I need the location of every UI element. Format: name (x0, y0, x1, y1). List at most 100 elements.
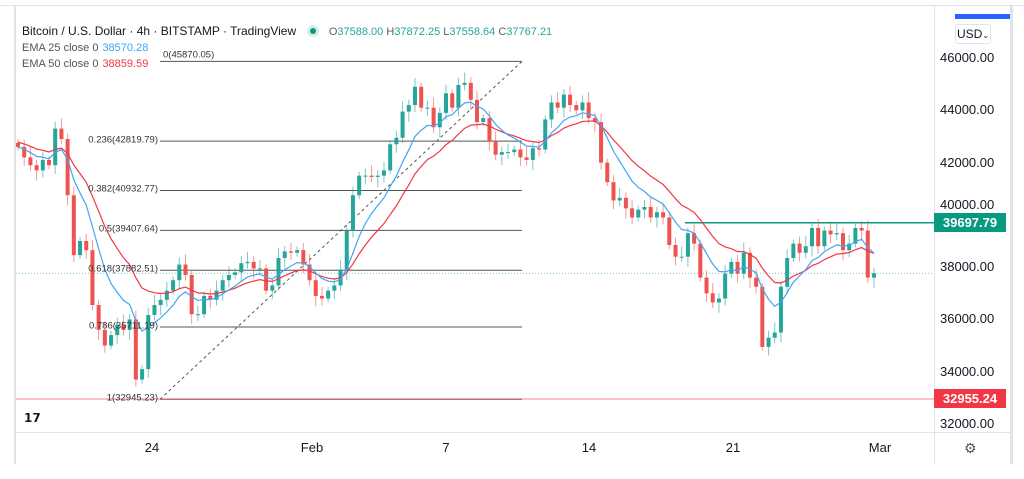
candle-body (524, 157, 529, 160)
candle-body (313, 280, 318, 296)
candle-body (40, 159, 45, 171)
time-tick: 21 (725, 440, 741, 455)
candle-body (28, 157, 33, 166)
candle-body (301, 250, 306, 265)
time-tick: Feb (300, 440, 324, 455)
candle-body (109, 335, 114, 346)
candle-body (648, 207, 653, 218)
candle-body (363, 175, 368, 177)
candle-body (468, 82, 473, 100)
candle-body (654, 212, 659, 218)
fib-level-label: 0.5(39407.64) (98, 223, 158, 235)
candle-body (803, 246, 808, 253)
candle-body (816, 227, 821, 247)
candle-body (679, 256, 684, 258)
candle-body (239, 263, 244, 273)
candle-body (400, 111, 405, 138)
candle-body (723, 273, 728, 299)
candle-body (102, 329, 107, 346)
open-label: O (328, 26, 338, 38)
ema50-legend[interactable]: EMA 50 close 0 38859.59 (22, 58, 148, 70)
candle-body (202, 295, 207, 315)
gear-icon[interactable]: ⚙ (964, 440, 977, 456)
candle-body (16, 142, 20, 147)
candle-body (617, 197, 622, 201)
candle-body (444, 93, 448, 113)
candle-body (754, 277, 759, 287)
candle-body (630, 208, 635, 218)
candle-body (611, 182, 616, 201)
candle-body (853, 227, 858, 244)
candle-body (530, 148, 535, 160)
candle-body (568, 94, 573, 106)
candle-body (394, 137, 399, 145)
candle-body (704, 277, 709, 294)
candle-body (493, 141, 498, 155)
candle-body (592, 118, 597, 123)
candle-body (605, 162, 610, 183)
top-strip (0, 0, 1024, 6)
candle-body (158, 299, 163, 306)
candle-body (735, 261, 740, 274)
currency-select[interactable]: USD⌄ (955, 24, 991, 44)
candle-body (667, 217, 672, 245)
ema25-line (17, 101, 875, 332)
candle-body (847, 243, 852, 251)
candle-body (518, 149, 523, 158)
candle-body (183, 264, 188, 275)
close-label: C (498, 26, 507, 38)
candle-body (257, 268, 262, 270)
candle-body (245, 261, 250, 264)
candle-body (251, 261, 256, 269)
candle-body (456, 84, 461, 108)
interval: 4h (136, 24, 151, 38)
candle-body (233, 272, 238, 275)
candle-body (574, 105, 579, 111)
candle-body (636, 209, 641, 218)
candle-body (822, 230, 827, 247)
fib-level-label: 1(32945.23) (106, 392, 158, 404)
open-value: 37588.00 (337, 26, 384, 38)
time-tick: 7 (442, 440, 450, 455)
ema25-legend[interactable]: EMA 25 close 0 38570.28 (22, 42, 148, 54)
candle-body (437, 112, 442, 128)
fib-trend-line (159, 61, 523, 400)
candle-body (65, 139, 70, 196)
fib-level-label: 0.786(35711.19) (88, 320, 158, 332)
candle-body (71, 195, 76, 256)
candle-body (381, 170, 386, 176)
candle-body (859, 227, 864, 231)
price-tick: 38000.00 (940, 259, 995, 275)
price-tick: 36000.00 (940, 311, 995, 327)
candle-body (512, 149, 517, 153)
candle-body (146, 314, 151, 370)
candle-body (431, 107, 436, 128)
candle-body (177, 264, 182, 281)
candle-body (499, 152, 504, 155)
candle-body (481, 118, 486, 123)
time-axis-border (16, 432, 1010, 433)
candle-body (642, 207, 647, 210)
candle-body (698, 243, 703, 278)
tradingview-logo[interactable]: 𝟭𝟳 (24, 411, 41, 425)
low-label: L (443, 26, 450, 38)
candle-body (741, 252, 746, 274)
price-tick: 44000.00 (940, 102, 995, 118)
support-price-badge: 32955.24 (934, 389, 1006, 409)
candle-body (59, 128, 64, 140)
candle-body (53, 128, 58, 166)
price-tick: 42000.00 (940, 154, 995, 170)
candle-body (450, 93, 455, 108)
symbol-legend[interactable]: Bitcoin / U.S. Dollar · 4h · BITSTAMP · … (22, 24, 552, 38)
candle-body (319, 295, 324, 299)
candle-body (288, 251, 293, 253)
ema25-value: 38570.28 (102, 42, 149, 54)
candle-body (388, 144, 393, 171)
candle-body (685, 233, 690, 257)
high-label: H (386, 26, 395, 38)
candle-body (357, 175, 362, 196)
candle-body (226, 274, 231, 281)
fib-level-label: 0.618(37882.51) (88, 263, 158, 275)
ema25-label: EMA 25 close 0 (22, 42, 99, 54)
